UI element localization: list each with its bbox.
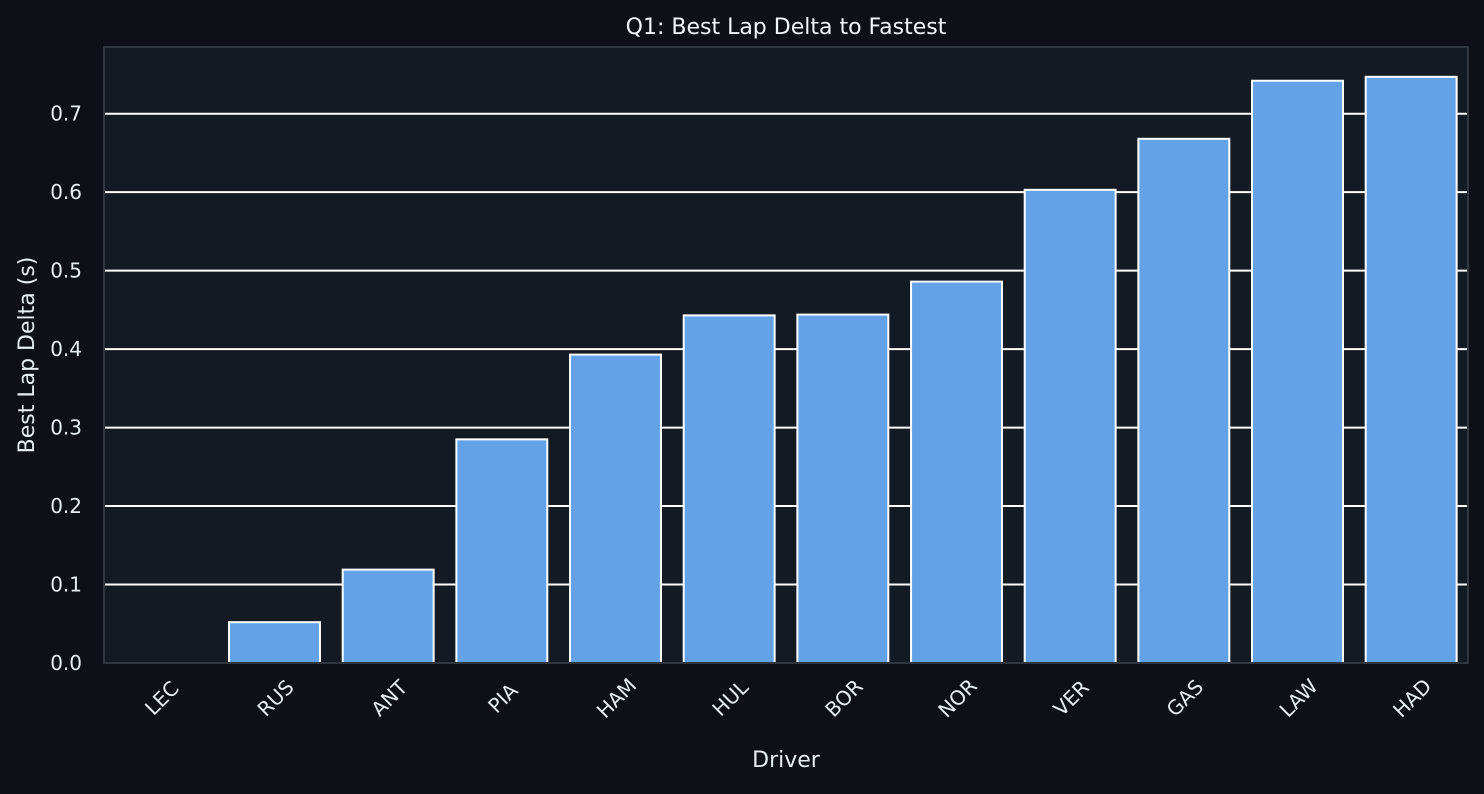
y-axis-label: Best Lap Delta (s) <box>15 257 40 454</box>
bar-rus <box>228 621 321 664</box>
y-tick-label: 0.1 <box>50 573 82 597</box>
bars <box>228 75 1458 665</box>
chart-title: Q1: Best Lap Delta to Fastest <box>626 15 947 40</box>
plot-area <box>104 47 1468 663</box>
y-tick-label: 0.6 <box>50 180 82 204</box>
y-tick-label: 0.4 <box>50 337 82 361</box>
plot-frame <box>103 46 1469 664</box>
x-axis-label: Driver <box>752 748 821 773</box>
bar-ant <box>341 568 435 664</box>
bar-pia <box>455 438 549 664</box>
gridlines <box>104 112 1468 664</box>
y-tick-label: 0.2 <box>50 494 82 518</box>
y-tick-label: 0.3 <box>50 416 82 440</box>
bar-gas <box>1137 137 1231 664</box>
y-tick-label: 0.5 <box>50 259 82 283</box>
y-tick-label: 0.0 <box>50 651 82 675</box>
bar-ver <box>1023 188 1117 664</box>
bar-hul <box>682 314 776 664</box>
y-tick-label: 0.7 <box>50 102 82 126</box>
y-axis-ticks: 0.0 0.1 0.2 0.3 0.4 0.5 0.6 0.7 <box>50 102 82 675</box>
bar-had <box>1364 75 1458 665</box>
bar-law <box>1251 79 1344 664</box>
bar-ham <box>569 353 662 664</box>
bar-bor <box>796 313 890 664</box>
bar-nor <box>910 280 1003 664</box>
